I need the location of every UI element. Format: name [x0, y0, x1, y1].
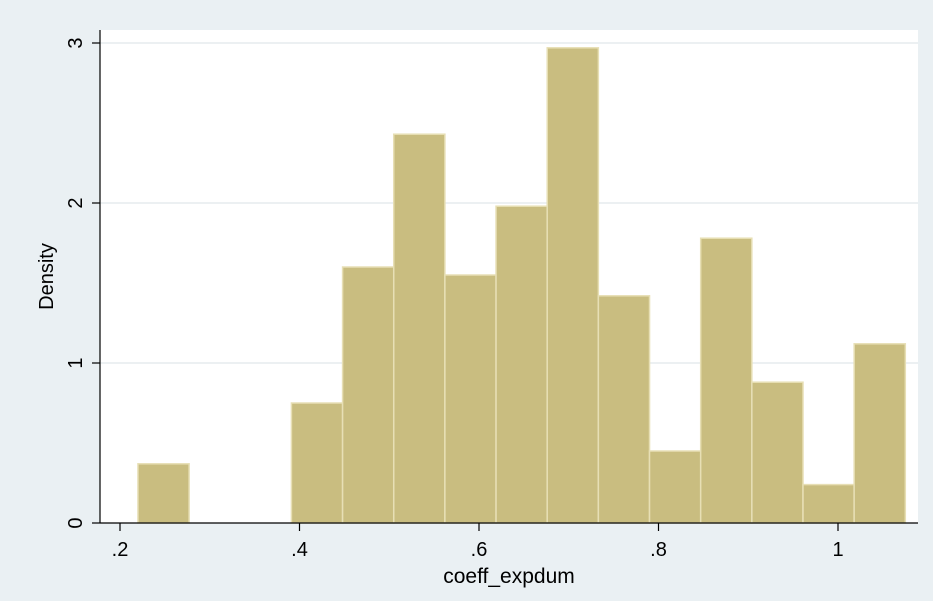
histogram-bar-8 — [546, 47, 600, 524]
y-tick-label-3: 3 — [65, 37, 87, 48]
histogram-bar-5 — [392, 133, 446, 524]
y-axis-ticks: 0 1 2 3 — [65, 37, 100, 529]
x-axis-ticks: .2 .4 .6 .8 1 — [112, 523, 844, 561]
x-tick-label-2: .6 — [471, 539, 488, 561]
histogram-bar-9 — [597, 295, 651, 524]
x-tick-label-3: .8 — [650, 539, 667, 561]
x-axis-label: coeff_expdum — [443, 565, 575, 588]
histogram-bar-0 — [137, 463, 190, 524]
histogram-bar-14 — [853, 343, 907, 524]
histogram-bar-13 — [802, 483, 855, 524]
histogram-bars — [137, 47, 907, 524]
x-tick-label-1: .4 — [291, 539, 308, 561]
y-axis-label: Density — [36, 243, 58, 310]
histogram-bar-11 — [699, 237, 753, 524]
x-tick-label-4: 1 — [832, 539, 843, 561]
histogram-bar-4 — [341, 266, 395, 524]
y-tick-label-2: 2 — [65, 197, 87, 208]
histogram-bar-3 — [290, 402, 344, 524]
histogram-bar-12 — [751, 381, 804, 524]
y-tick-label-1: 1 — [65, 357, 87, 368]
x-tick-label-0: .2 — [112, 539, 129, 561]
histogram-bar-7 — [495, 205, 548, 524]
histogram-bar-6 — [444, 274, 497, 524]
y-tick-label-0: 0 — [65, 517, 87, 528]
histogram-bar-10 — [648, 450, 702, 524]
